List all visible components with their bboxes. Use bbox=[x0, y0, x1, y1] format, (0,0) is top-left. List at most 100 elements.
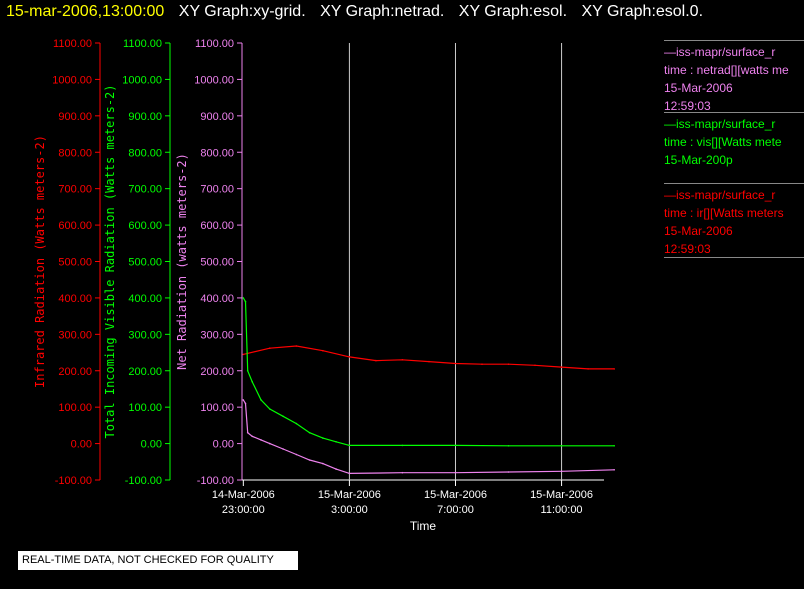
y-axis-label: Infrared Radiation (Watts meters-2) bbox=[33, 135, 47, 388]
y-tick-label: 900.00 bbox=[58, 111, 92, 123]
data-point bbox=[454, 362, 457, 365]
y-tick-label: 1100.00 bbox=[123, 38, 162, 50]
legend-date: 15-Mar-2006 bbox=[664, 81, 733, 95]
data-point bbox=[282, 415, 284, 418]
legend-vis: —iss-mapr/surface_r time : vis[][Watts m… bbox=[664, 115, 804, 169]
data-point bbox=[428, 360, 430, 363]
data-point bbox=[534, 364, 536, 367]
y-tick-label: 600.00 bbox=[58, 220, 92, 232]
x-tick-label: 15-Mar-2006 bbox=[530, 489, 593, 501]
tab-esol-0[interactable]: XY Graph:esol.0. bbox=[581, 3, 704, 20]
y-tick-label: -100.00 bbox=[55, 475, 92, 487]
data-point bbox=[244, 300, 247, 303]
legend-variable: time : ir[][Watts meters bbox=[664, 206, 784, 220]
x-axis-label: Time bbox=[410, 519, 437, 533]
y-tick-label: 900.00 bbox=[200, 111, 234, 123]
y-tick-label: 700.00 bbox=[128, 184, 162, 196]
data-point bbox=[295, 345, 298, 347]
data-point bbox=[251, 435, 253, 438]
y-tick-label: 1000.00 bbox=[52, 74, 92, 86]
data-point bbox=[401, 359, 404, 361]
data-point bbox=[246, 370, 249, 372]
data-point bbox=[481, 363, 483, 366]
y-tick-label: 800.00 bbox=[200, 147, 234, 159]
data-point bbox=[560, 445, 563, 447]
legend-date: 15-Mar-2006 bbox=[664, 224, 733, 238]
legend-date: 15-Mar-200p bbox=[664, 153, 733, 167]
data-point bbox=[613, 368, 615, 370]
legend-source: —iss-mapr/surface_r bbox=[664, 117, 776, 131]
y-tick-label: 400.00 bbox=[200, 293, 234, 305]
data-point bbox=[246, 431, 249, 434]
data-point bbox=[295, 453, 298, 456]
x-tick-label: 23:00:00 bbox=[222, 504, 265, 516]
x-tick-label: 14-Mar-2006 bbox=[212, 489, 275, 501]
series-line-vis bbox=[242, 297, 615, 447]
y-tick-label: 700.00 bbox=[58, 184, 92, 196]
legend-netrad: —iss-mapr/surface_r time : netrad[][watt… bbox=[664, 43, 804, 115]
data-point bbox=[560, 470, 563, 473]
y-tick-label: 100.00 bbox=[200, 402, 234, 414]
legend-divider bbox=[664, 40, 804, 41]
y-tick-label: 400.00 bbox=[58, 293, 92, 305]
data-point bbox=[269, 442, 271, 445]
y-tick-label: 1100.00 bbox=[195, 38, 234, 50]
y-axis-label: Total Incoming Visible Radiation (Watts … bbox=[103, 84, 117, 438]
y-tick-label: 1100.00 bbox=[53, 38, 92, 50]
y-tick-label: -100.00 bbox=[197, 475, 234, 487]
legend-source: —iss-mapr/surface_r bbox=[664, 188, 776, 202]
y-tick-label: 400.00 bbox=[128, 293, 162, 305]
data-point bbox=[322, 349, 324, 352]
data-point bbox=[260, 439, 262, 441]
data-point bbox=[244, 402, 247, 405]
legend-divider bbox=[664, 183, 804, 184]
data-point bbox=[322, 437, 324, 439]
y-tick-label: 600.00 bbox=[128, 220, 162, 232]
legend-variable: time : vis[][Watts mete bbox=[664, 135, 782, 149]
data-point bbox=[613, 445, 615, 447]
data-point bbox=[348, 444, 351, 447]
data-point bbox=[242, 353, 245, 356]
y-tick-label: 0.00 bbox=[213, 439, 234, 451]
data-point bbox=[375, 359, 377, 362]
data-point bbox=[308, 431, 311, 434]
data-point bbox=[348, 472, 351, 475]
x-tick-label: 3:00:00 bbox=[331, 504, 368, 516]
data-point bbox=[560, 366, 563, 368]
y-tick-label: 500.00 bbox=[200, 257, 234, 269]
legend-ir: —iss-mapr/surface_r time : ir[][Watts me… bbox=[664, 186, 804, 258]
data-point bbox=[269, 408, 271, 410]
y-tick-label: 0.00 bbox=[71, 439, 92, 451]
tab-xy-grid[interactable]: XY Graph:xy-grid. bbox=[178, 3, 306, 20]
data-point bbox=[401, 471, 404, 474]
tab-netrad[interactable]: XY Graph:netrad. bbox=[320, 3, 445, 20]
data-point bbox=[507, 471, 510, 473]
legend-time: 12:59:03 bbox=[664, 99, 711, 113]
y-tick-label: 200.00 bbox=[200, 366, 234, 378]
y-tick-label: 200.00 bbox=[128, 366, 162, 378]
data-point bbox=[507, 363, 510, 366]
series-line-ir bbox=[243, 345, 615, 370]
y-tick-label: 500.00 bbox=[58, 257, 92, 269]
y-tick-label: 800.00 bbox=[128, 147, 162, 159]
data-point bbox=[295, 422, 298, 425]
data-point bbox=[587, 368, 589, 370]
data-point bbox=[260, 399, 262, 401]
y-tick-label: 100.00 bbox=[58, 402, 92, 414]
x-tick-label: 15-Mar-2006 bbox=[318, 489, 381, 501]
y-tick-label: 700.00 bbox=[200, 184, 234, 196]
data-point bbox=[322, 462, 324, 465]
data-point bbox=[269, 347, 271, 350]
legend-time: 12:59:03 bbox=[664, 242, 711, 256]
data-point bbox=[348, 356, 351, 358]
data-point bbox=[454, 471, 457, 474]
data-point bbox=[507, 445, 510, 447]
y-tick-label: 200.00 bbox=[58, 366, 92, 378]
legend-variable: time : netrad[][watts me bbox=[664, 63, 789, 77]
y-tick-label: 100.00 bbox=[128, 402, 162, 414]
tab-esol[interactable]: XY Graph:esol. bbox=[458, 3, 568, 20]
header-bar: 15-mar-2006,13:00:00 XY Graph:xy-grid. X… bbox=[6, 3, 703, 21]
timestamp: 15-mar-2006,13:00:00 bbox=[6, 3, 165, 20]
y-tick-label: 600.00 bbox=[200, 220, 234, 232]
